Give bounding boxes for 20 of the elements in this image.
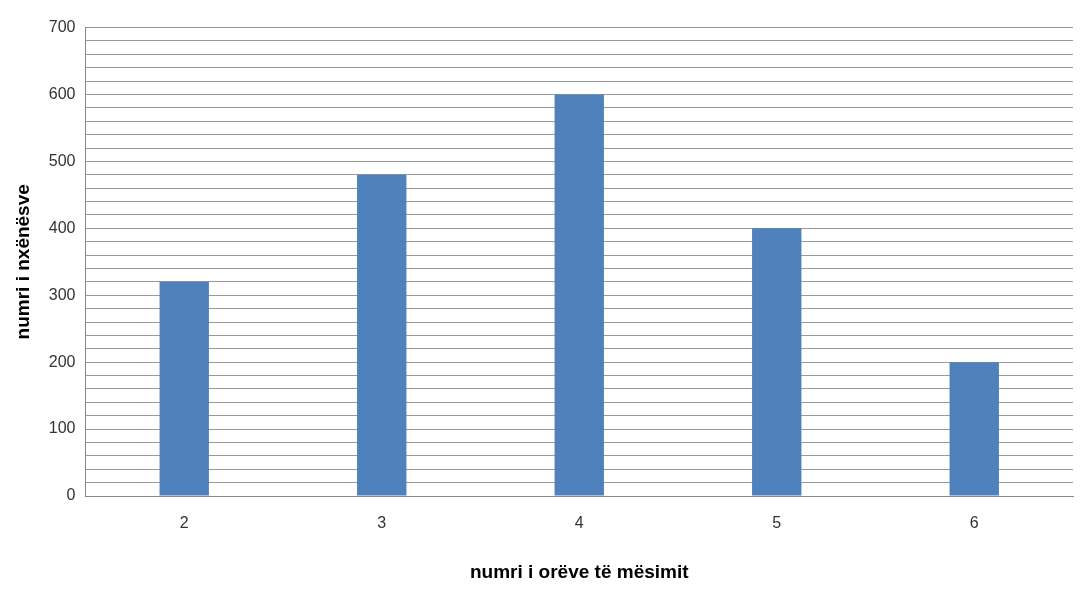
bar — [554, 94, 604, 496]
bar — [159, 281, 209, 496]
x-tick-label: 5 — [772, 514, 782, 532]
x-tick-label: 6 — [969, 514, 979, 532]
x-tick-label: 3 — [377, 514, 387, 532]
x-tick-label: 2 — [179, 514, 189, 532]
y-tick-label: 500 — [48, 151, 76, 169]
y-tick-label: 600 — [48, 84, 76, 102]
bar — [357, 174, 407, 496]
x-axis-title: numri i orëve të mësimit — [469, 560, 690, 582]
y-tick-label: 400 — [48, 218, 76, 236]
x-tick-label: 4 — [574, 514, 584, 532]
bar — [949, 362, 999, 496]
y-tick-label: 0 — [66, 486, 76, 504]
y-tick-label: 300 — [48, 285, 76, 303]
bar — [752, 228, 802, 496]
y-tick-label: 700 — [48, 18, 76, 36]
y-tick-label: 100 — [48, 419, 76, 437]
y-axis-title: numri i nxënësve — [11, 184, 33, 340]
y-tick-label: 200 — [48, 352, 76, 370]
